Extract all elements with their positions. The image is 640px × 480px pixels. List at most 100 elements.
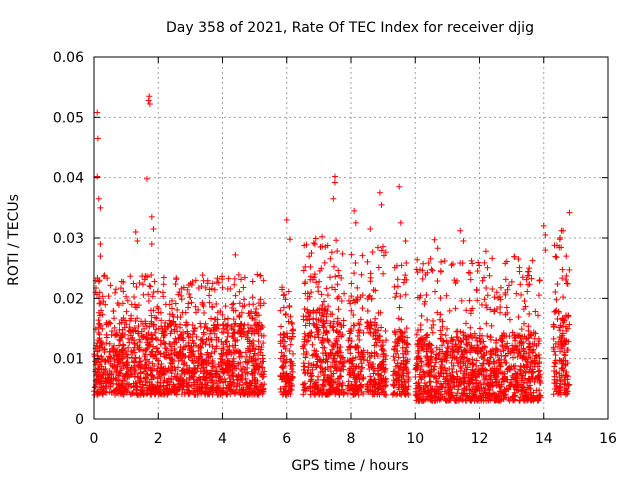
data-point [480, 351, 487, 358]
data-point-outlier [148, 213, 155, 220]
data-point [335, 293, 342, 300]
data-point [231, 321, 238, 328]
data-point [101, 272, 108, 279]
data-point [475, 259, 482, 266]
data-point [253, 306, 260, 313]
data-point [502, 289, 509, 296]
data-point [517, 335, 524, 342]
data-point [103, 331, 110, 338]
data-point [225, 330, 232, 337]
data-point [482, 344, 489, 351]
data-point [174, 314, 181, 321]
data-point [431, 394, 438, 401]
data-point [309, 388, 316, 395]
data-point [428, 325, 435, 332]
data-point [515, 313, 522, 320]
data-point [456, 396, 463, 403]
data-point [153, 326, 160, 333]
data-point [144, 273, 151, 280]
data-point [277, 307, 284, 314]
data-point-outlier [563, 253, 570, 260]
data-point [96, 312, 103, 319]
data-point [497, 309, 504, 316]
data-point [424, 389, 431, 396]
data-point [524, 268, 531, 275]
data-point [489, 286, 496, 293]
data-point-outlier [352, 219, 359, 226]
data-point [359, 252, 366, 259]
data-point [481, 259, 488, 266]
data-point [96, 277, 103, 284]
data-point [300, 345, 307, 352]
data-point [99, 390, 106, 397]
data-point [551, 308, 558, 315]
data-point [99, 293, 106, 300]
data-point [286, 302, 293, 309]
y-tick-label: 0.02 [53, 291, 84, 307]
data-point [260, 373, 267, 380]
data-point [202, 284, 209, 291]
data-point-outlier [319, 233, 326, 240]
data-point [380, 270, 387, 277]
data-point [518, 291, 525, 298]
data-point [324, 330, 331, 337]
data-point [368, 376, 375, 383]
data-point [497, 348, 504, 355]
data-point [489, 390, 496, 397]
data-point [95, 366, 102, 373]
data-point [380, 351, 387, 358]
data-point [219, 329, 226, 336]
data-point [452, 279, 459, 286]
data-point [193, 333, 200, 340]
data-point [493, 378, 500, 385]
data-point-outlier [351, 207, 358, 214]
data-point [552, 253, 559, 260]
data-point [224, 343, 231, 350]
data-point [355, 370, 362, 377]
data-point [128, 315, 135, 322]
data-point [373, 322, 380, 329]
data-point [512, 342, 519, 349]
data-point [185, 354, 192, 361]
data-point [477, 325, 484, 332]
data-point [552, 352, 559, 359]
data-point [114, 363, 121, 370]
data-point [184, 321, 191, 328]
data-point [398, 391, 405, 398]
data-point [391, 357, 398, 364]
data-point [197, 350, 204, 357]
data-point [417, 322, 424, 329]
data-point [261, 381, 268, 388]
data-point [437, 327, 444, 334]
data-point [467, 276, 474, 283]
data-point [283, 356, 290, 363]
data-point [316, 267, 323, 274]
data-point [149, 360, 156, 367]
data-point [443, 325, 450, 332]
data-point [469, 260, 476, 267]
data-point [528, 275, 535, 282]
data-point [241, 302, 248, 309]
data-point [162, 319, 169, 326]
data-point [259, 355, 266, 362]
data-point [520, 362, 527, 369]
data-point [348, 280, 355, 287]
data-point [416, 337, 423, 344]
data-point [525, 272, 532, 279]
data-point [559, 315, 566, 322]
data-point [110, 388, 117, 395]
data-point [105, 293, 112, 300]
data-point [480, 390, 487, 397]
data-point [392, 294, 399, 301]
data-point [286, 335, 293, 342]
data-point [333, 338, 340, 345]
data-point [434, 309, 441, 316]
data-point [129, 334, 136, 341]
data-point [149, 348, 156, 355]
data-point [142, 335, 149, 342]
data-point [130, 280, 137, 287]
data-point [160, 334, 167, 341]
data-point [551, 323, 558, 330]
data-point [141, 386, 148, 393]
data-point-outlier [540, 222, 547, 229]
